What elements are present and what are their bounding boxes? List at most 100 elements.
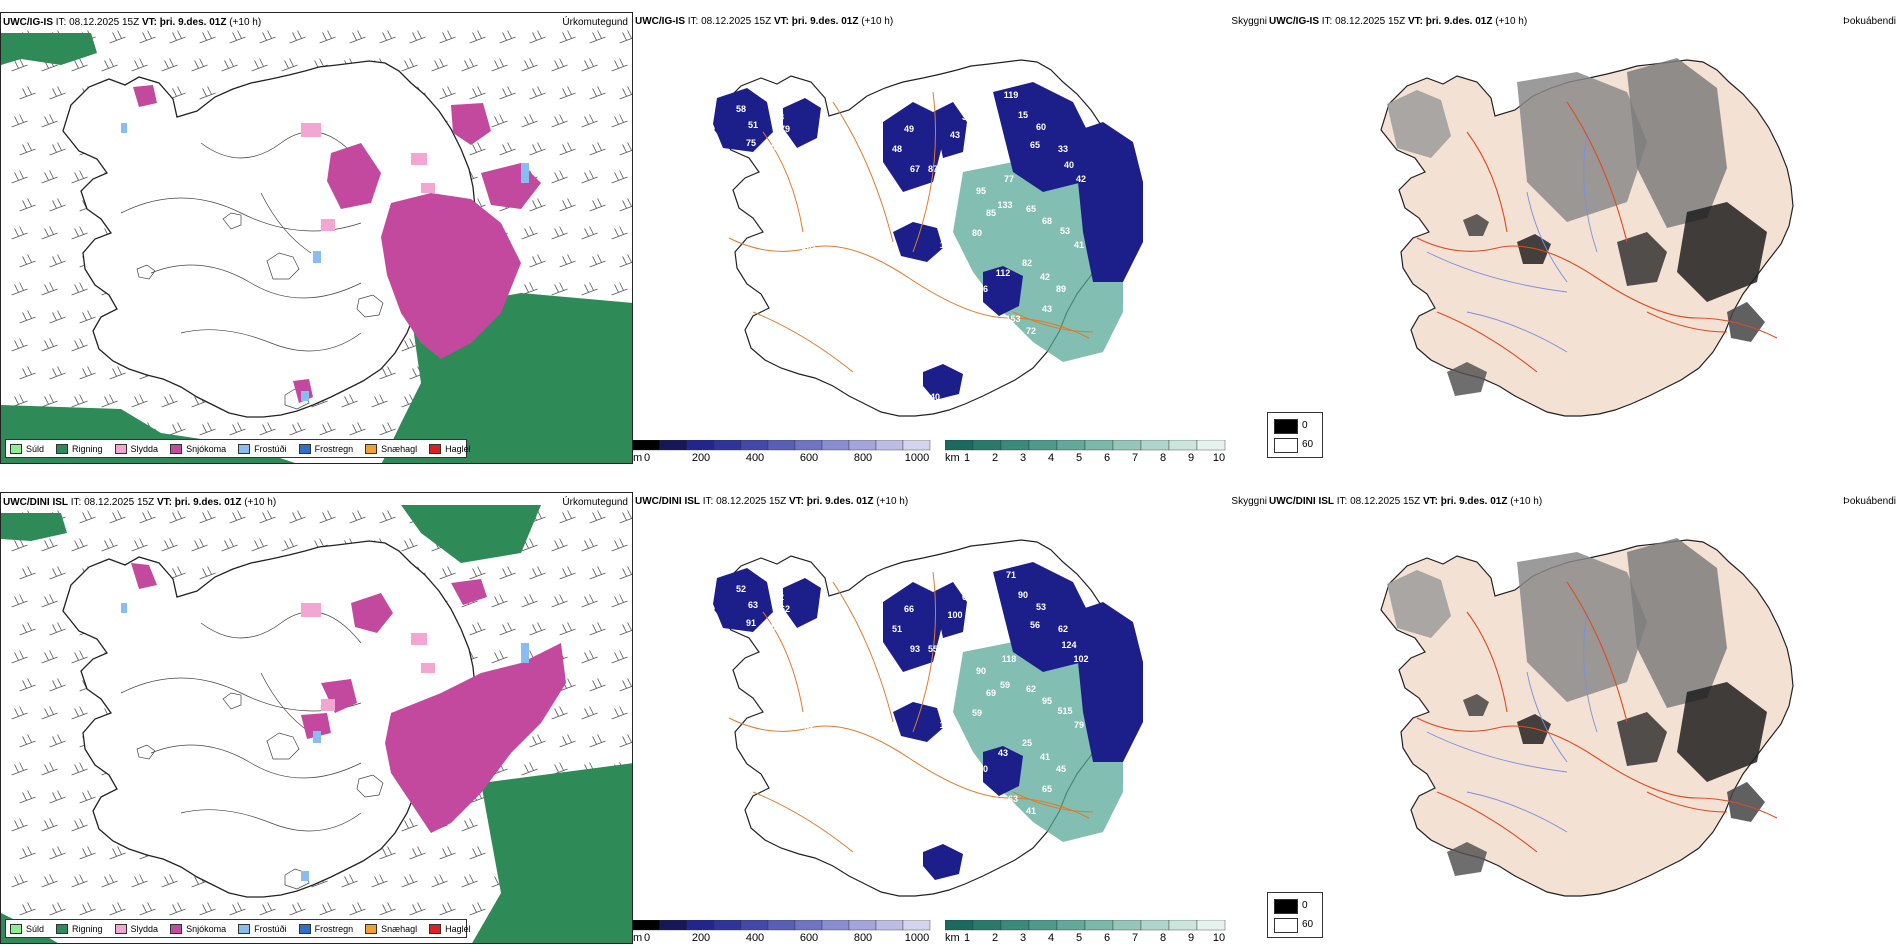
legend-swatch bbox=[10, 923, 22, 934]
visibility-value-label: 51 bbox=[892, 624, 902, 634]
legend-item: Slydda bbox=[114, 443, 158, 454]
legend-swatch bbox=[298, 443, 311, 454]
field-type-label: Úrkomutegund bbox=[562, 17, 628, 28]
legend-label: Snjókoma bbox=[186, 923, 227, 934]
valid-label: VT: þri. 9.des. 01Z bbox=[773, 16, 859, 27]
visibility-value-label: 133 bbox=[997, 200, 1012, 210]
lead-time: (+10 h) bbox=[1507, 496, 1543, 507]
colorbar-tick: 10 bbox=[1212, 932, 1226, 944]
visibility-value-label: 80 bbox=[978, 764, 988, 774]
colorbar-tick: 6 bbox=[1103, 932, 1111, 944]
freezing-drizzle-area bbox=[121, 603, 529, 881]
roads bbox=[728, 91, 1094, 373]
panel-title: UWC/IG-IS IT: 08.12.2025 15Z VT: þri. 9.… bbox=[1269, 16, 1527, 27]
visibility-value-label: 53 bbox=[824, 266, 834, 276]
fog-swatch-low bbox=[1274, 438, 1298, 453]
legend-item: Frostregn bbox=[298, 443, 353, 454]
legend-item: Frostregn bbox=[298, 923, 353, 934]
iceland-outline bbox=[62, 60, 476, 418]
legend-label: Súld bbox=[26, 443, 45, 454]
colorbar-tick: 600 bbox=[799, 932, 819, 944]
visibility-value-label: 65 bbox=[1026, 204, 1036, 214]
legend-label: Haglél bbox=[445, 443, 471, 454]
visibility-value-label: 77 bbox=[1004, 174, 1014, 184]
visibility-value-label: 69 bbox=[986, 688, 996, 698]
visibility-value-label: 100 bbox=[947, 610, 962, 620]
visibility-value-label: 41 bbox=[1074, 240, 1084, 250]
model-name: UWC/IG-IS bbox=[635, 16, 685, 27]
visibility-value-label: 79 bbox=[936, 180, 946, 190]
visibility-value-label: 102 bbox=[1073, 654, 1088, 664]
visibility-value-label: 79 bbox=[1074, 720, 1084, 730]
visibility-value-label: 87 bbox=[928, 164, 938, 174]
legend-swatch bbox=[365, 443, 378, 454]
colorbar-tick: 2 bbox=[991, 452, 999, 464]
visibility-value-label: 95 bbox=[1042, 696, 1052, 706]
colorbar-tick: 1 bbox=[963, 932, 971, 944]
visibility-value-label: 93 bbox=[910, 644, 920, 654]
fog-legend-high: 0 bbox=[1302, 900, 1308, 911]
visibility-value-label: 91 bbox=[746, 618, 756, 628]
visibility-value-label: 80 bbox=[766, 142, 776, 152]
visibility-value-label: 80 bbox=[972, 228, 982, 238]
visibility-value-label: 40 bbox=[930, 392, 940, 402]
visibility-value-label: 37 bbox=[962, 112, 972, 122]
visibility-value-label: 65 bbox=[1042, 784, 1052, 794]
visibility-value-label: 118 bbox=[940, 240, 955, 250]
visibility-value-label: 68 bbox=[1042, 216, 1052, 226]
legend-swatch bbox=[429, 923, 442, 934]
colorbar-tick: 400 bbox=[745, 452, 765, 464]
visibility-colorbar: km 1 2 3 4 5 6 7 8 9 10 bbox=[945, 440, 1235, 464]
visibility-value-label: 63 bbox=[748, 600, 758, 610]
panel-title: UWC/IG-IS IT: 08.12.2025 15Z VT: þri. 9.… bbox=[635, 16, 893, 27]
colorbar-tick: 7 bbox=[1131, 452, 1139, 464]
legend-item: Frostúði bbox=[238, 443, 287, 454]
legend-label: Haglél bbox=[445, 923, 471, 934]
precip-map bbox=[1, 505, 632, 943]
visibility-value-label: 41 bbox=[1040, 752, 1050, 762]
colorbar-tick: 0 bbox=[643, 452, 651, 464]
precip-type-legend: Súld Rigning Slydda Snjókoma Frostúði Frostre… bbox=[5, 919, 471, 938]
legend-label: Snjókoma bbox=[186, 443, 227, 454]
visibility-panel-bottom: 52 63 82 91 55 62 51 66 93 55 94 162 100 69 71 90 53 56 62… bbox=[633, 492, 1267, 944]
low-visibility-area bbox=[953, 162, 1123, 362]
height-colorbar: m 0 200 400 600 800 1000 bbox=[633, 920, 933, 944]
fog-swatch-high bbox=[1274, 899, 1298, 914]
valid-label: VT: þri. 9.des. 01Z bbox=[788, 496, 874, 507]
visibility-value-label: 56 bbox=[1030, 620, 1040, 630]
freezing-drizzle-area bbox=[121, 123, 529, 401]
init-time: IT: 08.12.2025 15Z bbox=[1334, 496, 1423, 507]
visibility-value-label: 55 bbox=[928, 644, 938, 654]
sleet-area bbox=[301, 123, 435, 231]
colorbar-tick: 800 bbox=[853, 452, 873, 464]
visibility-value-label: 82 bbox=[1022, 258, 1032, 268]
fog-index-areas bbox=[1387, 538, 1767, 876]
field-type-label: Þokuábendi bbox=[1843, 496, 1896, 507]
legend-swatch bbox=[10, 443, 22, 454]
snow-area bbox=[131, 563, 566, 833]
precip-map bbox=[1, 30, 632, 463]
panel-title: UWC/DINI ISL IT: 08.12.2025 15Z VT: þri.… bbox=[635, 496, 908, 507]
colorbar-unit: m bbox=[633, 932, 643, 944]
init-time: IT: 08.12.2025 15Z bbox=[53, 17, 142, 28]
visibility-value-label: 58 bbox=[736, 104, 746, 114]
legend-label: Rigning bbox=[72, 443, 103, 454]
legend-swatch bbox=[170, 443, 183, 454]
visibility-value-label: 295 bbox=[943, 744, 958, 754]
legend-label: Frostúði bbox=[254, 923, 287, 934]
visibility-value-label: 515 bbox=[1057, 706, 1072, 716]
snow-area bbox=[133, 85, 541, 403]
visibility-value-label: 96 bbox=[978, 284, 988, 294]
visibility-value-label: 95 bbox=[976, 186, 986, 196]
visibility-value-label: 59 bbox=[972, 708, 982, 718]
lead-time: (+10 h) bbox=[241, 497, 277, 508]
colorbar-tick: 3 bbox=[1019, 932, 1027, 944]
visibility-value-label: 49 bbox=[946, 264, 956, 274]
lead-time: (+10 h) bbox=[226, 17, 262, 28]
colorbar-tick: 1 bbox=[963, 452, 971, 464]
fog-panel-top: UWC/IG-IS IT: 08.12.2025 15Z VT: þri. 9.… bbox=[1267, 12, 1900, 464]
legend-label: Snæhagl bbox=[381, 923, 418, 934]
visibility-value-label: 118 bbox=[1002, 654, 1017, 664]
